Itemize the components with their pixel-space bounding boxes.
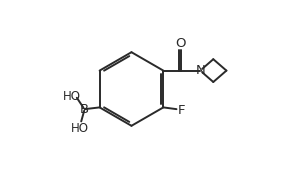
Text: HO: HO [71, 122, 89, 135]
Text: N: N [195, 64, 205, 77]
Text: B: B [80, 103, 89, 116]
Text: F: F [178, 104, 185, 117]
Text: O: O [176, 37, 186, 50]
Text: HO: HO [63, 90, 80, 103]
